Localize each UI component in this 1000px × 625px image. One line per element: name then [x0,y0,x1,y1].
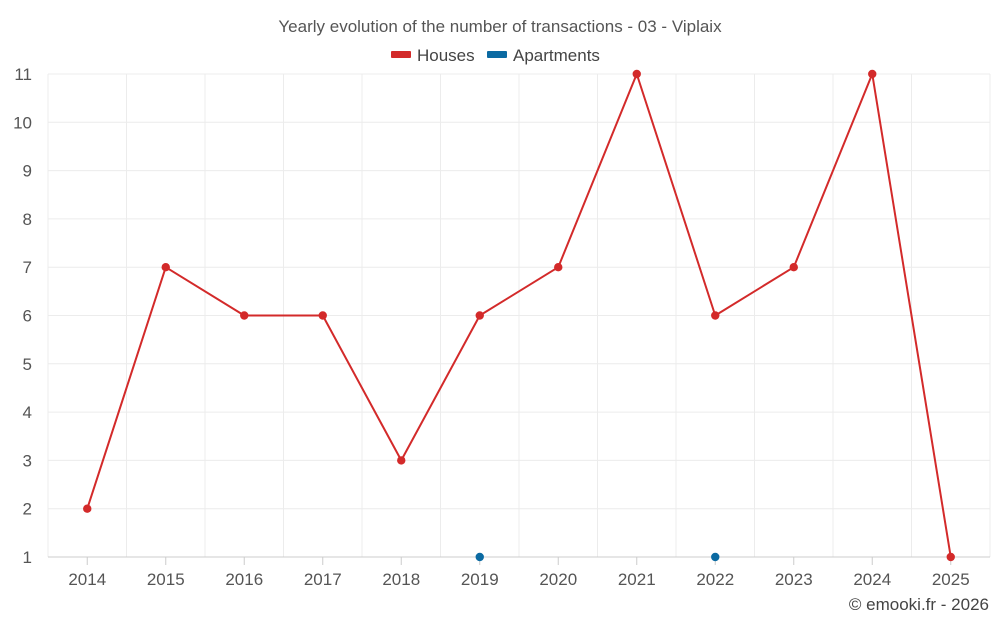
series-houses [83,69,955,562]
x-tick-label: 2022 [696,570,734,589]
y-tick-label: 7 [23,258,32,277]
data-point-houses[interactable] [789,263,798,272]
y-tick-label: 2 [23,500,32,519]
y-tick-label: 3 [23,451,32,470]
legend: Houses Apartments [391,46,600,65]
legend-item-houses[interactable]: Houses [391,46,475,65]
legend-label-apartments: Apartments [513,46,600,65]
data-point-houses[interactable] [397,456,406,465]
x-tick-label: 2021 [618,570,656,589]
x-tick-label: 2016 [225,570,263,589]
grid [47,73,991,557]
credit-text: © emooki.fr - 2026 [849,595,989,614]
y-tick-label: 5 [23,355,32,374]
data-point-houses[interactable] [868,69,877,79]
y-axis: 1 2 3 4 5 6 7 8 9 10 11 [13,65,32,567]
series [83,69,955,562]
data-point-houses[interactable] [318,311,327,320]
y-tick-label: 4 [23,403,32,422]
data-point-houses[interactable] [946,552,955,562]
y-tick-label: 9 [23,162,32,181]
data-point-houses[interactable] [240,311,249,320]
x-tick-label: 2025 [932,570,970,589]
data-point-houses[interactable] [475,311,484,320]
legend-item-apartments[interactable]: Apartments [487,46,600,65]
x-tick-label: 2024 [853,570,891,589]
data-point-apartments[interactable] [711,552,720,562]
legend-swatch-apartments [487,51,507,58]
data-point-houses[interactable] [83,504,92,513]
x-tick-label: 2020 [539,570,577,589]
y-tick-label: 6 [23,307,32,326]
legend-swatch-houses [391,51,411,58]
series-apartments [475,552,720,562]
y-tick-label: 1 [23,548,32,567]
data-point-apartments[interactable] [475,552,484,562]
x-tick-label: 2023 [775,570,813,589]
x-tick-label: 2015 [147,570,185,589]
y-tick-label: 8 [23,210,32,229]
data-point-houses[interactable] [554,263,563,272]
y-tick-label: 11 [14,65,32,84]
y-tick-label: 10 [13,113,32,132]
x-tick-label: 2017 [304,570,342,589]
legend-label-houses: Houses [417,46,475,65]
x-tick-label: 2018 [382,570,420,589]
chart-title: Yearly evolution of the number of transa… [278,17,722,36]
series-line-houses [86,73,952,558]
data-point-houses[interactable] [711,311,720,320]
data-point-houses[interactable] [161,263,170,272]
data-point-houses[interactable] [632,69,641,79]
x-axis: 2014 2015 2016 2017 2018 2019 2020 2021 2022 2023… [48,556,990,589]
x-tick-label: 2019 [461,570,499,589]
x-tick-label: 2014 [68,570,106,589]
